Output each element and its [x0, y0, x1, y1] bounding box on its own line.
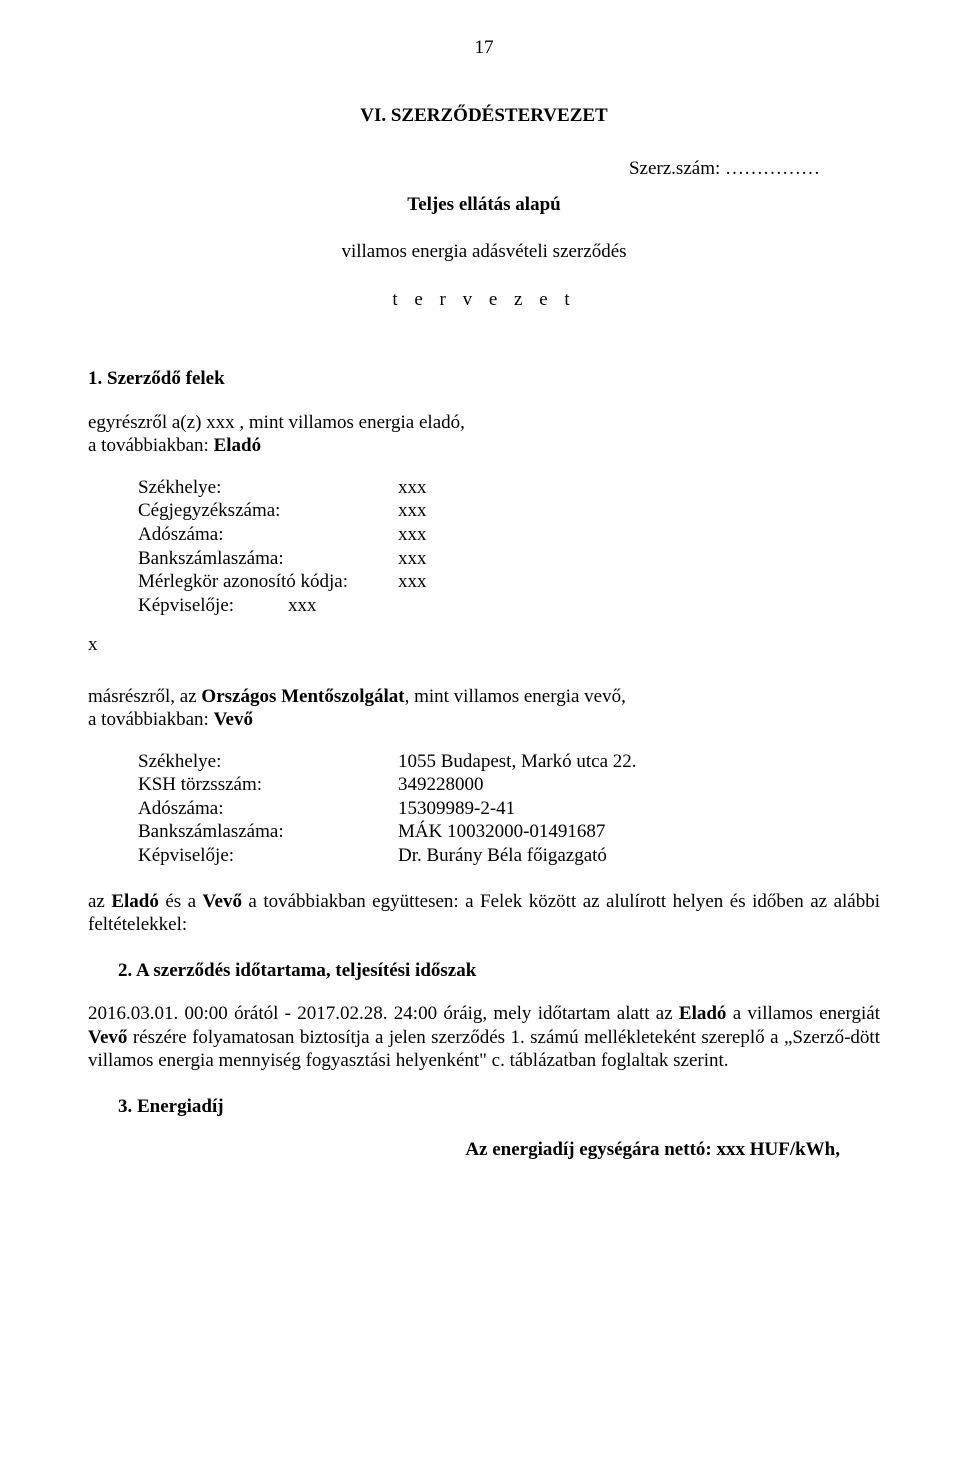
- s2-text-d: részére folyamatosan biztosítja a jelen …: [88, 1027, 880, 1072]
- kv-value: 349228000: [398, 773, 880, 797]
- jointly-buyer: Vevő: [203, 891, 242, 912]
- table-row: Bankszámlaszáma: xxx: [138, 547, 880, 571]
- table-row: Bankszámlaszáma: MÁK 10032000-01491687: [138, 820, 880, 844]
- kv-label: KSH törzsszám:: [138, 773, 398, 797]
- kv-label: Cégjegyzékszáma:: [138, 499, 398, 523]
- title-line-3: t e r v e z e t: [88, 288, 880, 312]
- s2-seller: Eladó: [679, 1003, 727, 1024]
- table-row: Adószáma: xxx: [138, 523, 880, 547]
- table-row: Adószáma: 15309989-2-41: [138, 797, 880, 821]
- kv-label: Székhelye:: [138, 750, 398, 774]
- kv-value: 15309989-2-41: [398, 797, 880, 821]
- seller-intro-line-b-prefix: a továbbiakban:: [88, 435, 214, 456]
- parties-jointly-para: az Eladó és a Vevő a továbbiakban együtt…: [88, 890, 880, 937]
- section-3-heading: 3. Energiadíj: [88, 1095, 880, 1119]
- title-line-2: villamos energia adásvételi szerződés: [88, 240, 880, 264]
- kv-label: Mérlegkör azonosító kódja:: [138, 570, 398, 594]
- x-marker: x: [88, 633, 880, 657]
- kv-value: MÁK 10032000-01491687: [398, 820, 880, 844]
- section-2-body: 2016.03.01. 00:00 órától - 2017.02.28. 2…: [88, 1002, 880, 1073]
- document-page: 17 VI. SZERZŐDÉSTERVEZET Szerz.szám: …………: [0, 0, 960, 1478]
- table-row: Képviselője: Dr. Burány Béla főigazgató: [138, 844, 880, 868]
- kv-label: Képviselője:: [138, 844, 398, 868]
- buyer-role-prefix: a továbbiakban:: [88, 709, 214, 730]
- section-title: VI. SZERZŐDÉSTERVEZET: [88, 104, 880, 128]
- table-row: Székhelye: xxx: [138, 476, 880, 500]
- kv-value: Dr. Burány Béla főigazgató: [398, 844, 880, 868]
- title-line-1: Teljes ellátás alapú: [88, 193, 880, 217]
- page-number: 17: [88, 36, 880, 60]
- seller-intro-line-a: egyrészről a(z) xxx , mint villamos ener…: [88, 412, 465, 433]
- buyer-role-label: Vevő: [214, 709, 253, 730]
- buyer-intro-suffix: , mint villamos energia vevő,: [405, 686, 626, 707]
- section-1-heading: 1. Szerződő felek: [88, 367, 880, 391]
- kv-label: Képviselője:: [138, 594, 288, 618]
- kv-value: 1055 Budapest, Markó utca 22.: [398, 750, 880, 774]
- buyer-intro: másrészről, az Országos Mentőszolgálat, …: [88, 685, 880, 732]
- kv-value: xxx: [288, 594, 880, 618]
- buyer-intro-prefix: másrészről, az: [88, 686, 201, 707]
- jointly-mid: és a: [159, 891, 203, 912]
- kv-label: Adószáma:: [138, 523, 398, 547]
- s2-text-c: a villamos energiát: [726, 1003, 880, 1024]
- table-row: Mérlegkör azonosító kódja: xxx: [138, 570, 880, 594]
- jointly-seller: Eladó: [111, 891, 159, 912]
- buyer-details-table: Székhelye: 1055 Budapest, Markó utca 22.…: [138, 750, 880, 868]
- seller-details-table: Székhelye: xxx Cégjegyzékszáma: xxx Adós…: [138, 476, 880, 617]
- seller-role-label: Eladó: [214, 435, 262, 456]
- kv-value: xxx: [398, 476, 880, 500]
- s2-buyer: Vevő: [88, 1027, 127, 1048]
- buyer-org-name: Országos Mentőszolgálat: [201, 686, 404, 707]
- kv-value: xxx: [398, 570, 880, 594]
- table-row: Képviselője: xxx: [138, 594, 880, 618]
- table-row: Cégjegyzékszáma: xxx: [138, 499, 880, 523]
- kv-value: xxx: [398, 523, 880, 547]
- energy-price-line: Az energiadíj egységára nettó: xxx HUF/k…: [88, 1138, 880, 1162]
- table-row: Székhelye: 1055 Budapest, Markó utca 22.: [138, 750, 880, 774]
- s2-text-a: 2016.03.01. 00:00 órától - 2017.02.28. 2…: [88, 1003, 679, 1024]
- kv-label: Adószáma:: [138, 797, 398, 821]
- kv-value: xxx: [398, 499, 880, 523]
- kv-label: Bankszámlaszáma:: [138, 820, 398, 844]
- kv-value: xxx: [398, 547, 880, 571]
- contract-number-line: Szerz.szám: ……………: [88, 157, 880, 181]
- kv-label: Bankszámlaszáma:: [138, 547, 398, 571]
- jointly-prefix: az: [88, 891, 111, 912]
- seller-intro: egyrészről a(z) xxx , mint villamos ener…: [88, 411, 880, 458]
- section-2-heading: 2. A szerződés időtartama, teljesítési i…: [88, 959, 880, 983]
- table-row: KSH törzsszám: 349228000: [138, 773, 880, 797]
- kv-label: Székhelye:: [138, 476, 398, 500]
